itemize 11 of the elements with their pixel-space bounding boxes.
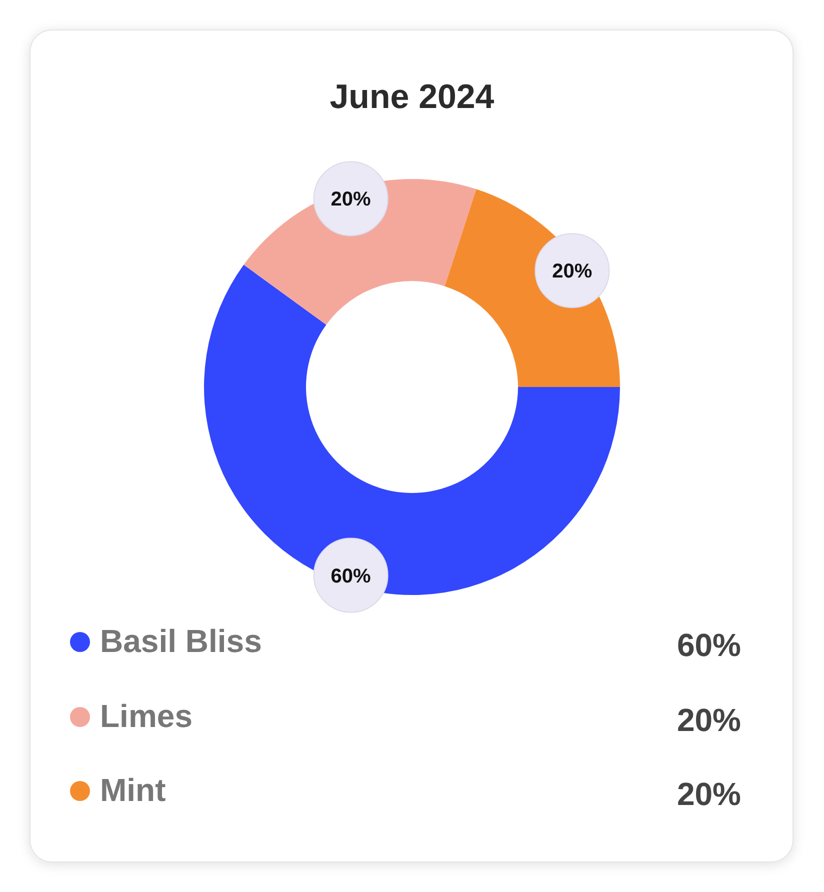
data-label: 20% [330,188,372,211]
legend-label: Basil Bliss [100,623,262,659]
data-label: 20% [552,260,592,283]
chart-title: June 2024 [330,78,494,116]
legend-label: Mint [100,772,166,808]
text: 20% [676,776,741,812]
data-label: 60% [330,565,372,588]
donut-slice [204,264,620,595]
text: 20% [676,702,741,738]
legend-label: Limes [100,698,192,734]
text: 60% [676,627,741,663]
